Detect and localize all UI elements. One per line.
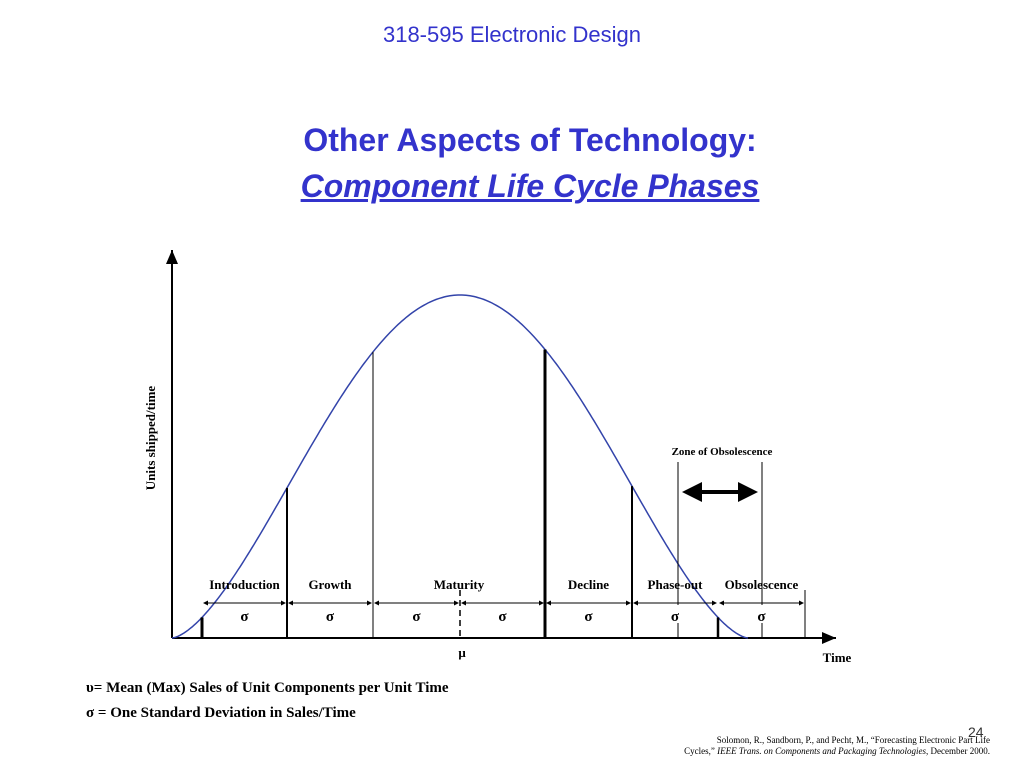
citation-journal: IEEE Trans. on Components and Packaging … — [717, 746, 927, 756]
sigma-label: σ — [412, 609, 421, 625]
sigma-bg — [752, 605, 771, 623]
sigma-bg — [321, 605, 339, 623]
sigma-bg — [235, 605, 254, 623]
phase-label: Growth — [308, 577, 352, 592]
citation-text: Cycles,” — [684, 746, 715, 756]
slide-number: 24 — [968, 724, 984, 740]
life-cycle-curve — [171, 294, 749, 639]
citation: Solomon, R., Sandborn, P., and Pecht, M.… — [716, 735, 990, 745]
sigma-label: σ — [757, 609, 766, 625]
phase-label: Introduction — [209, 577, 280, 592]
citation-text: , December 2000. — [926, 746, 990, 756]
sigma-bg — [579, 605, 598, 623]
phase-label: Obsolescence — [725, 577, 799, 592]
phase-label: Decline — [568, 577, 609, 592]
title-line: Other Aspects of Technology: — [303, 122, 757, 158]
phase-label: Phase-out — [648, 577, 704, 592]
sigma-label: σ — [671, 609, 680, 625]
zone-label: Zone of Obsolescence — [672, 446, 773, 458]
citation: Cycles,” IEEE Trans. on Components and P… — [640, 746, 990, 756]
phase-label: Maturity — [434, 577, 485, 592]
y-axis-label: Units shipped/time — [143, 386, 158, 491]
sigma-bg — [666, 605, 684, 623]
sigma-bg — [493, 605, 512, 623]
sigma-label: σ — [326, 609, 335, 625]
sigma-label: σ — [584, 609, 593, 625]
sigma-label: σ — [240, 609, 249, 625]
legend-line: σ = One Standard Deviation in Sales/Time — [86, 705, 356, 721]
header: 318-595 Electronic Design — [382, 22, 642, 47]
sigma-label: σ — [498, 609, 507, 625]
mean-label: μ — [458, 645, 466, 660]
x-axis-label: Time — [823, 650, 852, 665]
legend-line: υ= Mean (Max) Sales of Unit Components p… — [86, 680, 449, 696]
sigma-bg — [407, 605, 426, 623]
title-line: Component Life Cycle Phases — [300, 168, 760, 204]
